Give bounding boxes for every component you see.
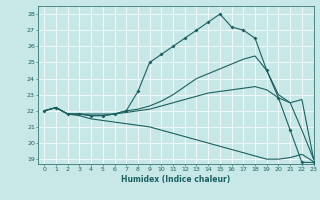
X-axis label: Humidex (Indice chaleur): Humidex (Indice chaleur) — [121, 175, 231, 184]
